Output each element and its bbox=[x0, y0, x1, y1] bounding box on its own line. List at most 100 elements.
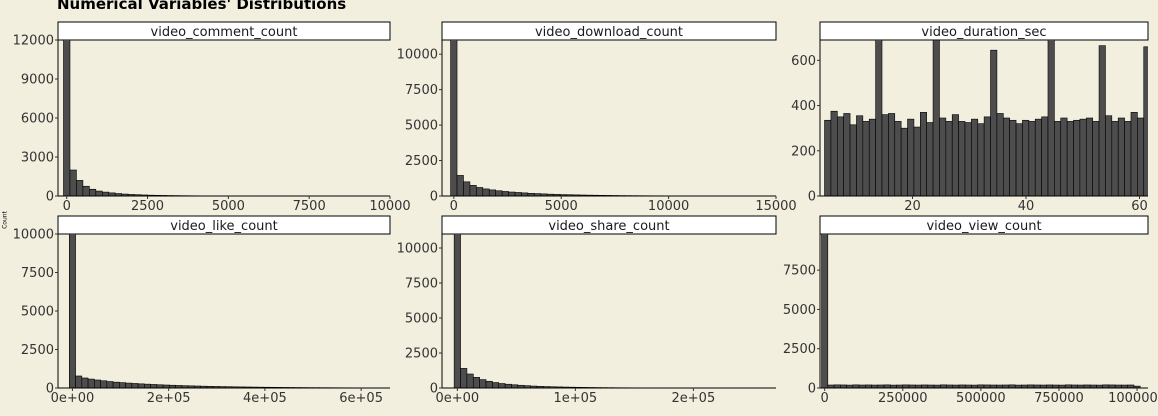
histogram-bar bbox=[1028, 121, 1036, 196]
bars-group bbox=[821, 234, 1141, 388]
histogram-bar bbox=[1060, 117, 1068, 196]
histogram-bar bbox=[498, 383, 506, 388]
x-tick-label: 2e+05 bbox=[672, 391, 716, 406]
histogram-bar bbox=[971, 118, 979, 196]
y-tick-label: 600 bbox=[791, 54, 816, 69]
histogram-bar bbox=[76, 180, 84, 196]
facet-panel-video_duration_sec: video_duration_sec 0 200 400 600 20 40 60 bbox=[791, 21, 1149, 214]
histogram-bar bbox=[450, 40, 458, 196]
bars-group bbox=[450, 40, 774, 196]
histogram-bar bbox=[456, 175, 464, 196]
histogram-bar bbox=[89, 188, 97, 196]
histogram-bar bbox=[945, 121, 953, 196]
histogram-bar bbox=[472, 377, 480, 388]
x-tick-label: 10000 bbox=[648, 199, 689, 214]
x-tick-label: 60 bbox=[1131, 199, 1148, 214]
histogram-bar bbox=[453, 234, 461, 388]
histogram-bar bbox=[119, 382, 126, 388]
histogram-bar bbox=[1092, 121, 1100, 196]
histogram-bar bbox=[939, 117, 947, 196]
histogram-bar bbox=[1009, 119, 1017, 196]
y-tick-label: 0 bbox=[46, 190, 54, 205]
histogram-bar bbox=[492, 382, 500, 388]
histogram-bar bbox=[932, 40, 940, 196]
histogram-bar bbox=[1111, 121, 1119, 196]
histogram-bar bbox=[81, 377, 89, 388]
histogram-bar bbox=[112, 381, 120, 388]
histogram-bar bbox=[82, 185, 90, 196]
histogram-bar bbox=[849, 124, 857, 196]
y-tick-label: 0 bbox=[430, 382, 438, 397]
histogram-bar bbox=[888, 113, 896, 196]
histogram-bar bbox=[964, 122, 972, 196]
x-tick-label: 2500 bbox=[131, 199, 164, 214]
histogram-bar bbox=[1130, 112, 1138, 196]
x-tick-label: 0 bbox=[63, 199, 71, 214]
histogram-bar bbox=[1034, 118, 1042, 196]
histogram-bar bbox=[87, 378, 95, 388]
histogram-bar bbox=[1041, 116, 1049, 196]
facet-panel-video_like_count: video_like_count 0 2500 5000 7500 10000 0e+00 2… bbox=[13, 215, 391, 406]
histogram-bar bbox=[1047, 40, 1055, 196]
x-tick-label: 5000 bbox=[212, 199, 245, 214]
histogram-bar bbox=[75, 375, 83, 388]
x-tick-label: 0 bbox=[821, 391, 829, 406]
x-tick-label: 250000 bbox=[878, 391, 928, 406]
histogram-bar bbox=[1137, 117, 1145, 196]
histogram-bar bbox=[920, 112, 927, 196]
histogram-bar bbox=[843, 113, 851, 196]
histogram-bar bbox=[1143, 46, 1148, 196]
histogram-bar bbox=[488, 189, 496, 196]
histogram-bar bbox=[1066, 121, 1074, 196]
y-tick-label: 5000 bbox=[405, 119, 438, 134]
histogram-bar bbox=[1022, 119, 1030, 196]
x-tick-label: 20 bbox=[904, 199, 921, 214]
histogram-bar bbox=[482, 188, 490, 196]
strip-box bbox=[819, 215, 1149, 235]
x-tick-label: 5000 bbox=[545, 199, 578, 214]
histogram-bar bbox=[958, 121, 966, 196]
histogram-bar bbox=[495, 190, 503, 196]
facet-panel-video_share_count: video_share_count 0 2500 5000 7500 10000 0e+00… bbox=[397, 215, 777, 406]
y-tick-label: 6000 bbox=[21, 112, 54, 127]
histogram-bar bbox=[485, 380, 493, 388]
histogram-bar bbox=[1015, 123, 1023, 196]
histogram-bar bbox=[983, 116, 991, 196]
strip-box bbox=[57, 21, 391, 41]
y-tick-label: 10000 bbox=[397, 48, 438, 63]
histogram-bar bbox=[463, 181, 471, 196]
strip-label: video_download_count bbox=[535, 25, 683, 40]
bars-group bbox=[824, 40, 1148, 196]
strip-label: video_view_count bbox=[926, 219, 1041, 234]
histogram-bar bbox=[1054, 121, 1062, 196]
histogram-bar bbox=[990, 49, 998, 196]
y-tick-label: 200 bbox=[791, 144, 816, 159]
bars-group bbox=[453, 234, 774, 388]
y-tick-label: 5000 bbox=[21, 305, 54, 320]
histogram-bar bbox=[1098, 45, 1106, 196]
x-tick-label: 1000000 bbox=[1108, 391, 1158, 406]
histogram-bar bbox=[900, 127, 908, 196]
histogram-bar bbox=[868, 118, 876, 196]
y-tick-label: 7500 bbox=[405, 83, 438, 98]
facet-panel-video_comment_count: video_comment_count 0 3000 6000 9000 12000 0 25… bbox=[13, 21, 411, 214]
facet-panel-video_view_count: video_view_count 0 2500 5000 7500 0 250000 5000… bbox=[783, 215, 1158, 406]
y-tick-label: 2500 bbox=[783, 342, 816, 357]
x-tick-label: 15000 bbox=[755, 199, 796, 214]
histogram-bar bbox=[94, 379, 101, 388]
histogram-bar bbox=[144, 383, 151, 388]
histogram-bar bbox=[479, 379, 487, 388]
histogram-bar bbox=[131, 383, 139, 388]
y-tick-label: 2500 bbox=[21, 343, 54, 358]
strip-box bbox=[441, 215, 777, 235]
histogram-bar bbox=[821, 234, 829, 388]
histogram-bar bbox=[951, 114, 959, 196]
y-tick-label: 10000 bbox=[397, 242, 438, 257]
x-tick-label: 0e+00 bbox=[435, 391, 479, 406]
histogram-bar bbox=[977, 123, 985, 196]
y-tick-label: 3000 bbox=[21, 151, 54, 166]
histogram-bar bbox=[1133, 385, 1141, 388]
y-tick-label: 2500 bbox=[405, 154, 438, 169]
histogram-bar bbox=[125, 382, 133, 388]
histogram-bar bbox=[100, 380, 108, 388]
